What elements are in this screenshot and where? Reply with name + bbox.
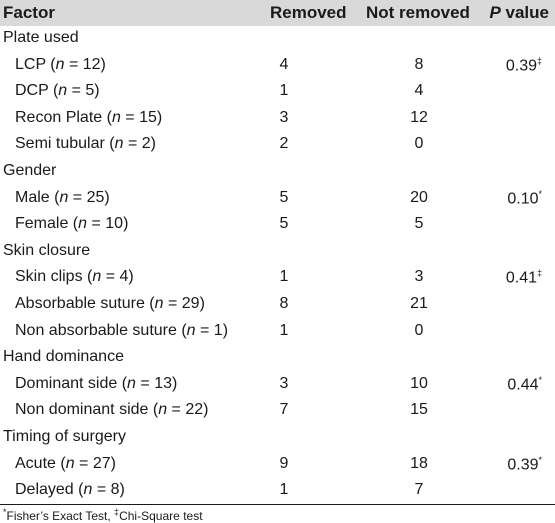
factor-cell: Dominant side (n = 13): [15, 374, 178, 392]
removed-cell: 5: [279, 188, 289, 206]
p-value-cell: 0.39‡: [505, 55, 542, 74]
header-factor: Factor: [3, 3, 55, 22]
table-body: Plate used LCP (n = 12) 4 8 0.39‡ DCP (n = 5)…: [0, 26, 555, 505]
factor-cell: Recon Plate (n = 15): [15, 108, 163, 126]
group-row: Hand dominance: [0, 345, 555, 372]
factor-cell: Non dominant side (n = 22): [15, 401, 209, 419]
table-row: Non absorbable suture (n = 1) 1 0: [0, 319, 555, 346]
removed-cell: 8: [279, 294, 289, 312]
removed-cell: 3: [279, 374, 289, 392]
table-row: Recon Plate (n = 15) 3 12: [0, 106, 555, 133]
group-label: Gender: [3, 161, 57, 179]
group-row: Gender: [0, 159, 555, 186]
not-removed-cell: 7: [414, 481, 424, 499]
header-removed: Removed: [270, 3, 347, 22]
not-removed-cell: 3: [414, 268, 424, 286]
group-label: Skin closure: [3, 241, 91, 259]
table-row: Semi tubular (n = 2) 2 0: [0, 132, 555, 159]
group-row: Skin closure: [0, 239, 555, 266]
header-not-removed: Not removed: [366, 3, 470, 22]
table-row: Male (n = 25) 5 20 0.10*: [0, 186, 555, 213]
removed-cell: 4: [279, 55, 289, 73]
table-row: Delayed (n = 8) 1 7: [0, 478, 555, 505]
table-row: LCP (n = 12) 4 8 0.39‡: [0, 53, 555, 80]
table-header: Factor Removed Not removed P value: [0, 0, 555, 26]
p-value-cell: 0.39*: [507, 454, 542, 473]
not-removed-cell: 0: [414, 135, 424, 153]
removed-cell: 7: [279, 401, 289, 419]
removed-cell: 2: [279, 135, 289, 153]
header-p-value: P value: [489, 3, 549, 22]
group-label: Plate used: [3, 29, 79, 46]
not-removed-cell: 20: [410, 188, 428, 206]
factor-cell: Semi tubular (n = 2): [15, 135, 156, 153]
group-row: Timing of surgery: [0, 425, 555, 452]
footnote: *Fisher’s Exact Test, ‡Chi-Square test: [3, 507, 203, 523]
table-row: Absorbable suture (n = 29) 8 21: [0, 292, 555, 319]
group-label: Hand dominance: [3, 348, 124, 366]
p-value-cell: 0.10*: [507, 188, 542, 207]
p-value-cell: 0.41‡: [505, 268, 542, 287]
removed-cell: 1: [279, 82, 289, 100]
bottom-rule: [0, 504, 555, 505]
p-value-cell: 0.44*: [507, 374, 542, 394]
table-row: Non dominant side (n = 22) 7 15: [0, 398, 555, 425]
factor-cell: Absorbable suture (n = 29): [15, 294, 205, 312]
factor-cell: Non absorbable suture (n = 1): [15, 321, 229, 339]
table-row: Dominant side (n = 13) 3 10 0.44*: [0, 372, 555, 399]
factor-cell: Male (n = 25): [15, 188, 110, 206]
not-removed-cell: 0: [414, 321, 424, 339]
not-removed-cell: 4: [414, 82, 424, 100]
factor-cell: LCP (n = 12): [15, 55, 106, 73]
factor-cell: Delayed (n = 8): [15, 481, 125, 499]
group-row: Plate used: [0, 26, 555, 53]
factor-cell: DCP (n = 5): [15, 82, 100, 100]
not-removed-cell: 5: [414, 215, 424, 233]
group-label: Timing of surgery: [3, 427, 126, 445]
not-removed-cell: 8: [414, 55, 424, 73]
factor-cell: Skin clips (n = 4): [15, 268, 134, 286]
header-p-italic: P: [489, 3, 501, 22]
removed-cell: 5: [279, 215, 289, 233]
not-removed-cell: 10: [410, 374, 428, 392]
removed-cell: 1: [279, 321, 289, 339]
table-row: Female (n = 10) 5 5: [0, 212, 555, 239]
results-table: Factor Removed Not removed P value Plate…: [0, 0, 555, 505]
table-row: Acute (n = 27) 9 18 0.39*: [0, 452, 555, 479]
removed-cell: 1: [279, 481, 289, 499]
not-removed-cell: 18: [410, 454, 428, 472]
table-row: DCP (n = 5) 1 4: [0, 79, 555, 106]
not-removed-cell: 12: [410, 108, 428, 126]
removed-cell: 3: [279, 108, 289, 126]
not-removed-cell: 15: [410, 401, 428, 419]
factor-cell: Female (n = 10): [15, 215, 129, 233]
not-removed-cell: 21: [410, 294, 428, 312]
factor-cell: Acute (n = 27): [15, 454, 116, 472]
removed-cell: 1: [279, 268, 289, 286]
table-row: Skin clips (n = 4) 1 3 0.41‡: [0, 265, 555, 292]
removed-cell: 9: [279, 454, 289, 472]
